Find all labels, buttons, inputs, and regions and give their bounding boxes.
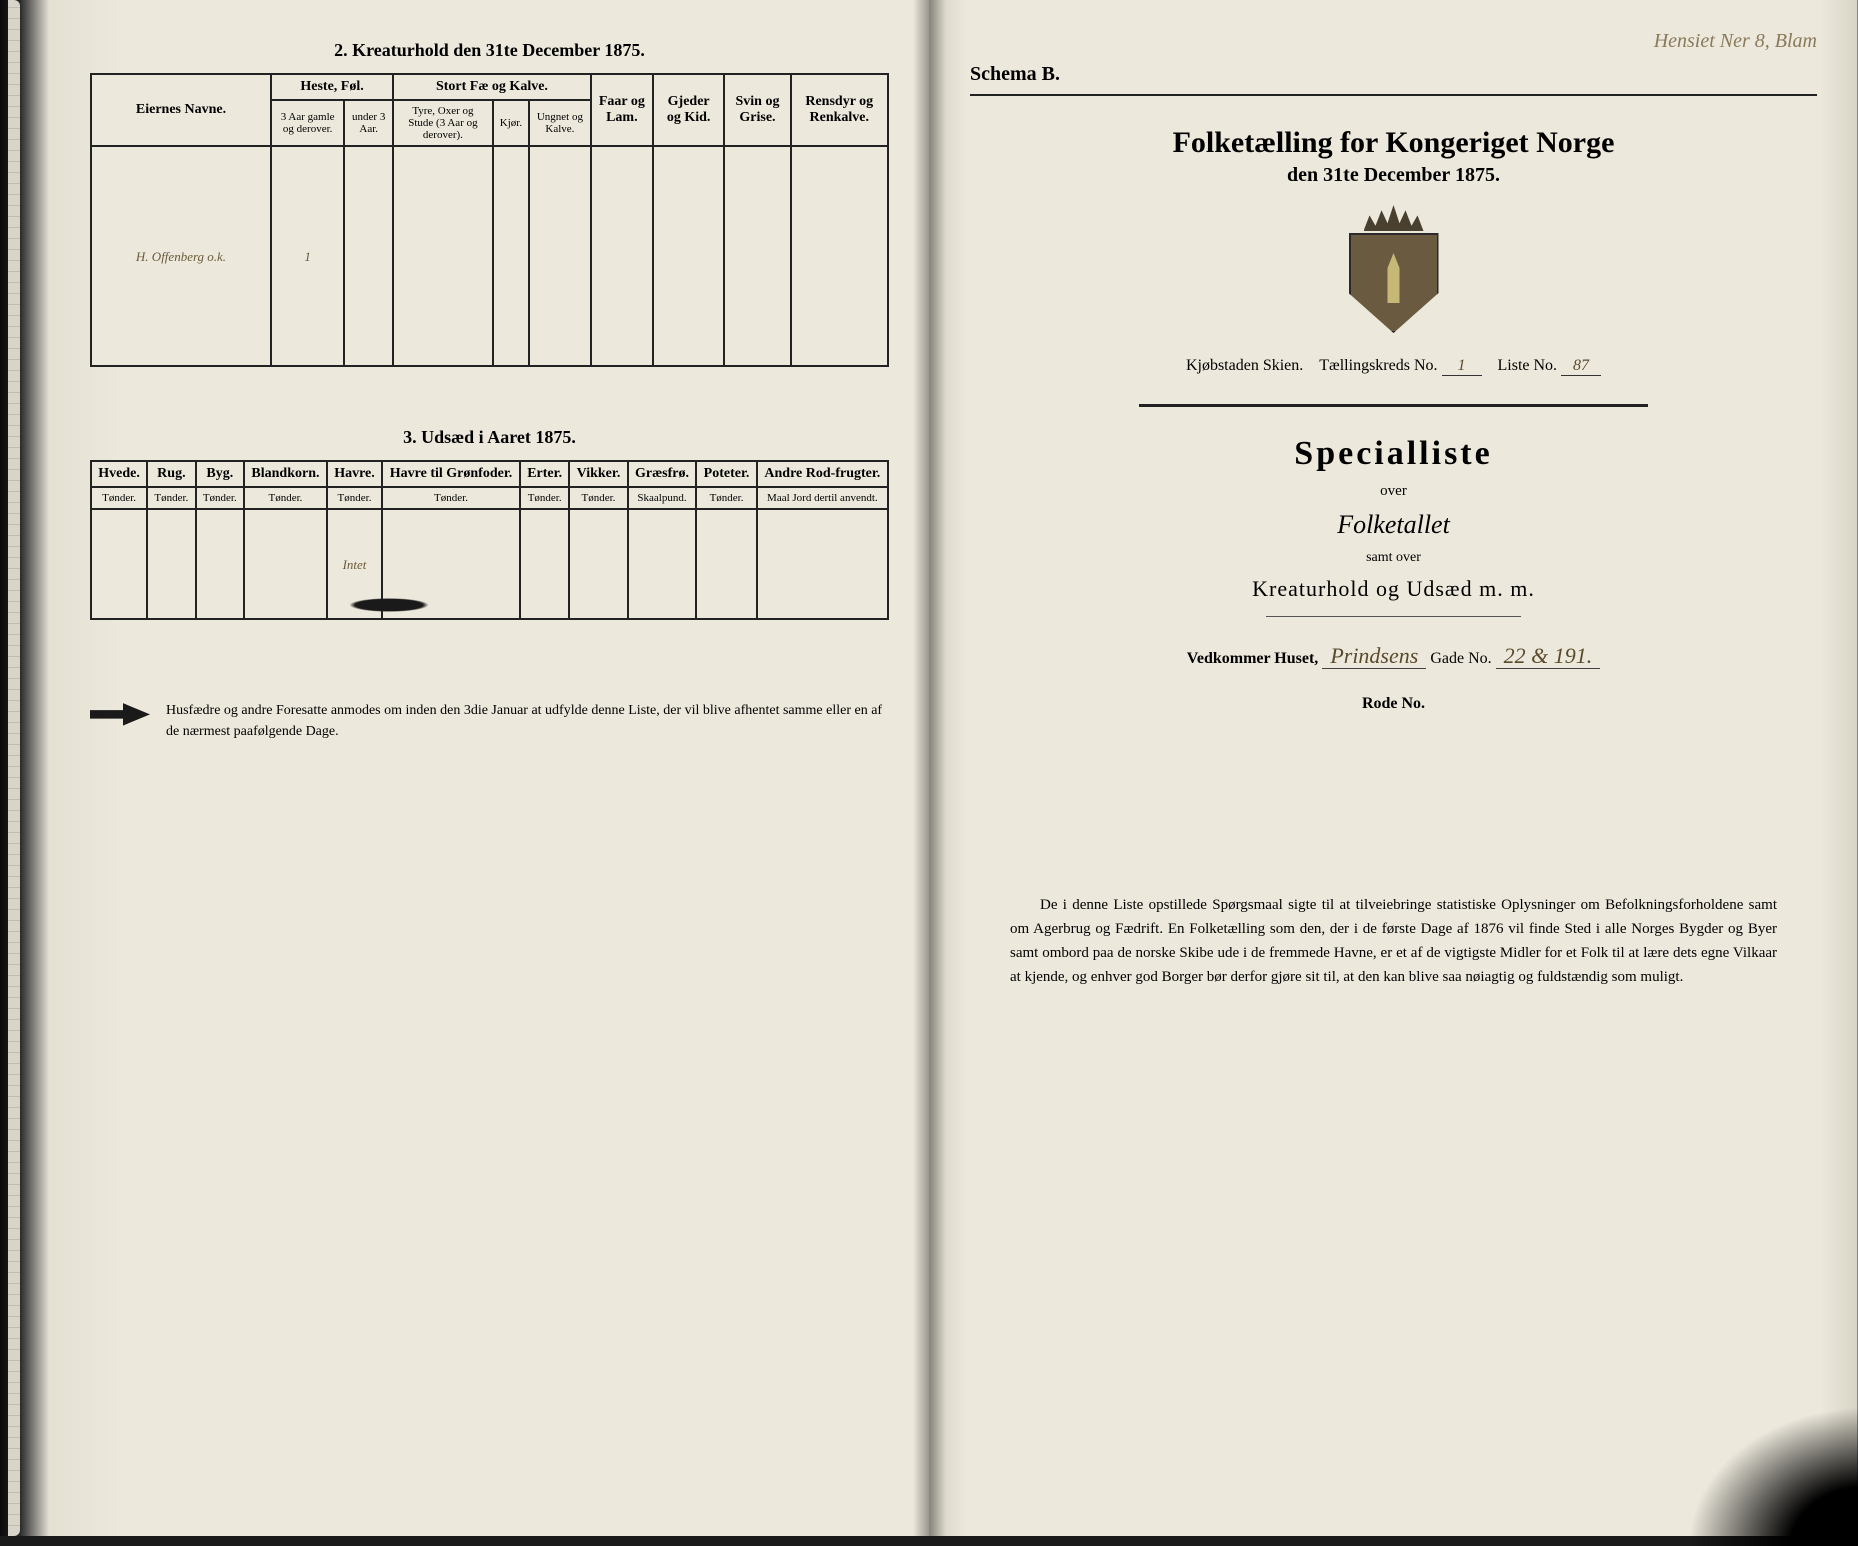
liste-label: Liste No. [1498,357,1558,374]
r3-10 [757,509,888,619]
grp-heste: Heste, Føl. [271,74,393,100]
cell-v2 [393,146,493,366]
census-subtitle: den 31te December 1875. [970,164,1817,187]
r3-1 [147,509,195,619]
c3-3: Blandkorn. [244,461,327,487]
r3-0 [91,509,147,619]
u3-5: Tønder. [382,487,520,509]
r3-4: Intet [327,509,382,619]
top-handnote: Hensiet Ner 8, Blam [970,30,1817,53]
r3-7 [569,509,627,619]
c3-5: Havre til Grønfoder. [382,461,520,487]
c3-9: Poteter. [696,461,756,487]
divider [1139,404,1647,407]
c3-10: Andre Rod-frugter. [757,461,888,487]
c3-0: Hvede. [91,461,147,487]
r3-9 [696,509,756,619]
grp-ren: Rensdyr og Renkalve. [791,74,888,146]
schema-label: Schema B. [970,63,1817,96]
gade-value: 22 & 191. [1496,643,1601,669]
rode-row: Rode No. [970,695,1817,713]
col-owner: Eiernes Navne. [91,74,271,146]
coat-of-arms-icon [1339,205,1449,335]
grp-faar: Faar og Lam. [591,74,653,146]
u3-10: Maal Jord dertil anvendt. [757,487,888,509]
table-row: Intet [91,509,888,619]
right-page: Hensiet Ner 8, Blam Schema B. Folketælli… [930,0,1858,1536]
section3-title: 3. Udsæd i Aaret 1875. [90,427,889,448]
sub-fae-0: Tyre, Oxer og Stude (3 Aar og derover). [393,100,493,146]
meta-row: Kjøbstaden Skien. Tællingskreds No. 1 Li… [970,357,1817,376]
kreds-value: 1 [1442,357,1482,376]
sub-fae-1: Kjør. [493,100,529,146]
pointing-hand-icon [90,700,150,728]
footnote-text: Husfædre og andre Foresatte anmodes om i… [166,700,889,742]
c3-4: Havre. [327,461,382,487]
divider-thin [1266,616,1520,617]
table-row: H. Offenberg o.k. 1 [91,146,888,366]
udsaed-table: Hvede. Rug. Byg. Blandkorn. Havre. Havre… [90,460,889,620]
u3-4: Tønder. [327,487,382,509]
r3-6 [520,509,569,619]
footnote: Husfædre og andre Foresatte anmodes om i… [90,700,889,742]
r3-3 [244,509,327,619]
cell-v0: 1 [271,146,344,366]
r3-4-text: Intet [343,557,367,572]
cell-v7 [724,146,790,366]
page-corner-shadow [1687,1406,1858,1546]
u3-7: Tønder. [569,487,627,509]
c3-8: Græsfrø. [628,461,697,487]
book-spine [0,0,50,1536]
grp-svin: Svin og Grise. [724,74,790,146]
over-label: over [970,483,1817,500]
u3-2: Tønder. [196,487,244,509]
kreds-label: Tællingskreds No. [1319,357,1437,374]
grp-fae: Stort Fæ og Kalve. [393,74,591,100]
c3-7: Vikker. [569,461,627,487]
kreaturhold-table: Eiernes Navne. Heste, Føl. Stort Fæ og K… [90,73,889,367]
c3-6: Erter. [520,461,569,487]
c3-1: Rug. [147,461,195,487]
c3-2: Byg. [196,461,244,487]
cell-v1 [344,146,393,366]
r3-2 [196,509,244,619]
gade-label: Gade No. [1430,650,1491,667]
section2-title: 2. Kreaturhold den 31te December 1875. [90,40,889,61]
cell-v8 [791,146,888,366]
cell-v4 [529,146,591,366]
u3-6: Tønder. [520,487,569,509]
cell-v3 [493,146,529,366]
house-label: Vedkommer Huset, [1187,650,1319,667]
u3-1: Tønder. [147,487,195,509]
grp-gjed: Gjeder og Kid. [653,74,725,146]
sub-heste-0: 3 Aar gamle og derover. [271,100,344,146]
sub-heste-1: under 3 Aar. [344,100,393,146]
u3-0: Tønder. [91,487,147,509]
samt-label: samt over [970,550,1817,566]
u3-9: Tønder. [696,487,756,509]
census-title: Folketælling for Kongeriget Norge [970,126,1817,160]
cell-v5 [591,146,653,366]
specialliste: Specialliste [970,435,1817,473]
town-label: Kjøbstaden Skien. [1186,357,1303,374]
sub-fae-2: Ungnet og Kalve. [529,100,591,146]
cell-v6 [653,146,725,366]
kreaturhold-label: Kreaturhold og Udsæd m. m. [970,576,1817,602]
u3-8: Skaalpund. [628,487,697,509]
house-row: Vedkommer Huset, Prindsens Gade No. 22 &… [970,643,1817,669]
left-page: 2. Kreaturhold den 31te December 1875. E… [50,0,930,1536]
folketallet: Folketallet [970,510,1817,540]
r3-8 [628,509,697,619]
u3-3: Tønder. [244,487,327,509]
cell-owner: H. Offenberg o.k. [91,146,271,366]
rode-label: Rode No. [1362,695,1425,712]
intro-paragraph: De i denne Liste opstillede Spørgsmaal s… [1010,893,1777,989]
house-street: Prindsens [1322,643,1426,669]
liste-value: 87 [1561,357,1601,376]
